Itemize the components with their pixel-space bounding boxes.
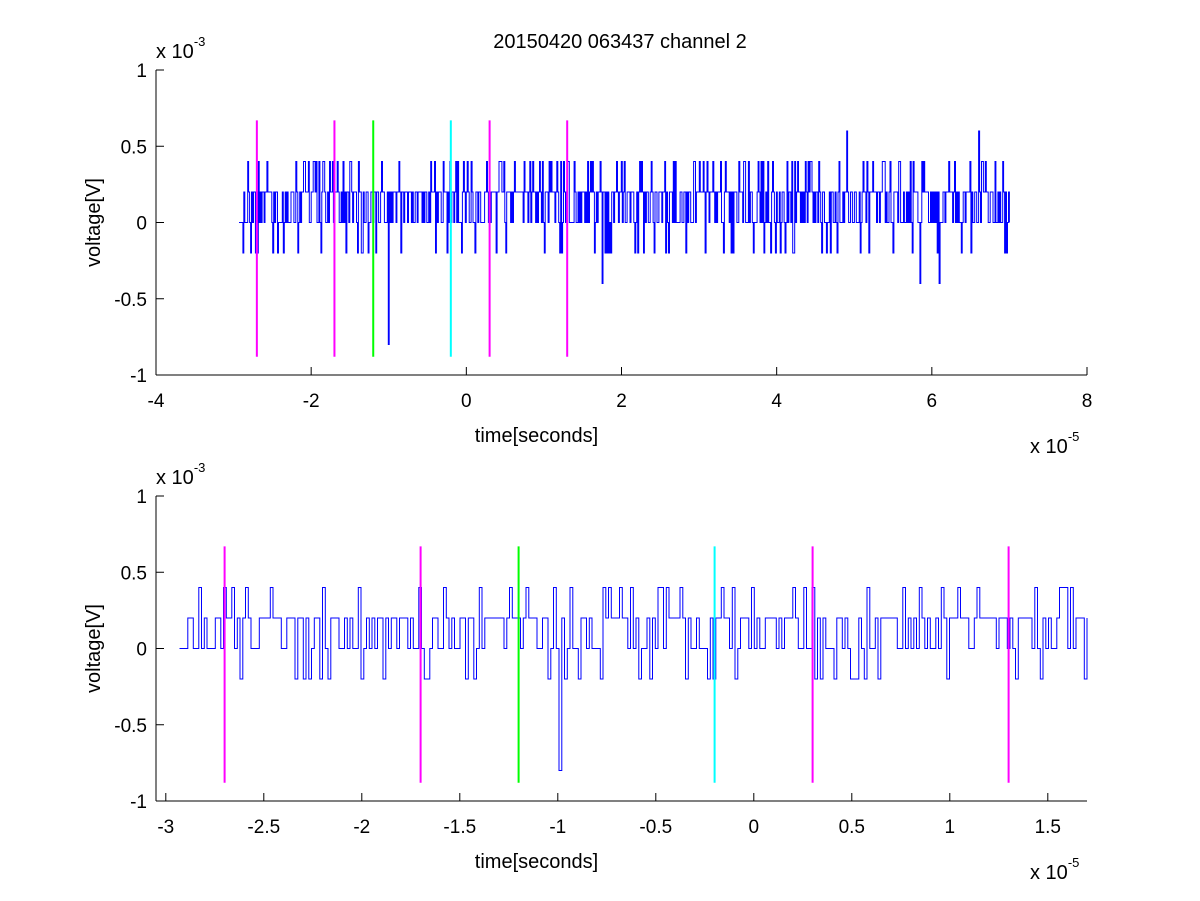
x-tick-label: 1 xyxy=(945,817,956,838)
y-tick-label: 1 xyxy=(136,487,147,508)
x-exponent-label: x 10-5 xyxy=(1030,855,1079,884)
y-tick-label: 1 xyxy=(136,61,147,82)
x-tick-label: -2 xyxy=(303,391,320,412)
x-tick-label: -2.5 xyxy=(247,817,280,838)
top-plot: -4 -2 0 2 4 6 8 -1 -0.5 0 0.5 1 time[seconds] voltage… xyxy=(83,34,1092,458)
x-tick-label: -0.5 xyxy=(639,817,672,838)
x-exponent-label: x 10-5 xyxy=(1030,429,1079,458)
y-exponent-base: x 10 xyxy=(156,41,194,63)
figure-title: 20150420 063437 channel 2 xyxy=(493,31,747,53)
x-exponent-power: -5 xyxy=(1068,855,1080,870)
x-axis-label: time[seconds] xyxy=(475,425,598,447)
y-tick-label: 0.5 xyxy=(121,137,147,158)
x-tick-label: -1.5 xyxy=(443,817,476,838)
x-tick-label: 8 xyxy=(1082,391,1093,412)
x-tick-label: 4 xyxy=(771,391,782,412)
y-tick-label: 0 xyxy=(136,640,147,661)
x-tick-label: 0.5 xyxy=(839,817,865,838)
x-tick-label: 6 xyxy=(927,391,938,412)
x-tick-label: 2 xyxy=(616,391,627,412)
y-exponent-power: -3 xyxy=(194,34,206,49)
voltage-trace xyxy=(239,130,1010,345)
x-exponent-power: -5 xyxy=(1068,429,1080,444)
x-tick-label: -3 xyxy=(157,817,174,838)
x-axis-label: time[seconds] xyxy=(475,851,598,873)
x-tick-label: -4 xyxy=(148,391,165,412)
y-tick-label: -0.5 xyxy=(114,716,147,737)
y-tick-label: -0.5 xyxy=(114,290,147,311)
x-tick-label: -2 xyxy=(353,817,370,838)
x-exponent-base: x 10 xyxy=(1030,862,1068,884)
y-axis-label: voltage[V] xyxy=(83,178,105,267)
y-exponent-label: x 10-3 xyxy=(156,460,205,489)
y-exponent-label: x 10-3 xyxy=(156,34,205,63)
voltage-trace xyxy=(179,587,1088,771)
x-exponent-base: x 10 xyxy=(1030,436,1068,458)
x-tick-label: -1 xyxy=(549,817,566,838)
y-axis-label: voltage[V] xyxy=(83,604,105,693)
y-exponent-base: x 10 xyxy=(156,467,194,489)
x-tick-label: 0 xyxy=(749,817,760,838)
x-tick-label: 0 xyxy=(461,391,472,412)
bottom-plot: -3 -2.5 -2 -1.5 -1 -0.5 0 0.5 1 1.5 -1 -0.5 0 0.5 1 tim… xyxy=(83,460,1088,884)
y-tick-label: -1 xyxy=(130,792,147,813)
y-tick-label: 0.5 xyxy=(121,563,147,584)
y-tick-label: 0 xyxy=(136,214,147,235)
y-tick-label: -1 xyxy=(130,366,147,387)
y-exponent-power: -3 xyxy=(194,460,206,475)
x-tick-label: 1.5 xyxy=(1035,817,1061,838)
